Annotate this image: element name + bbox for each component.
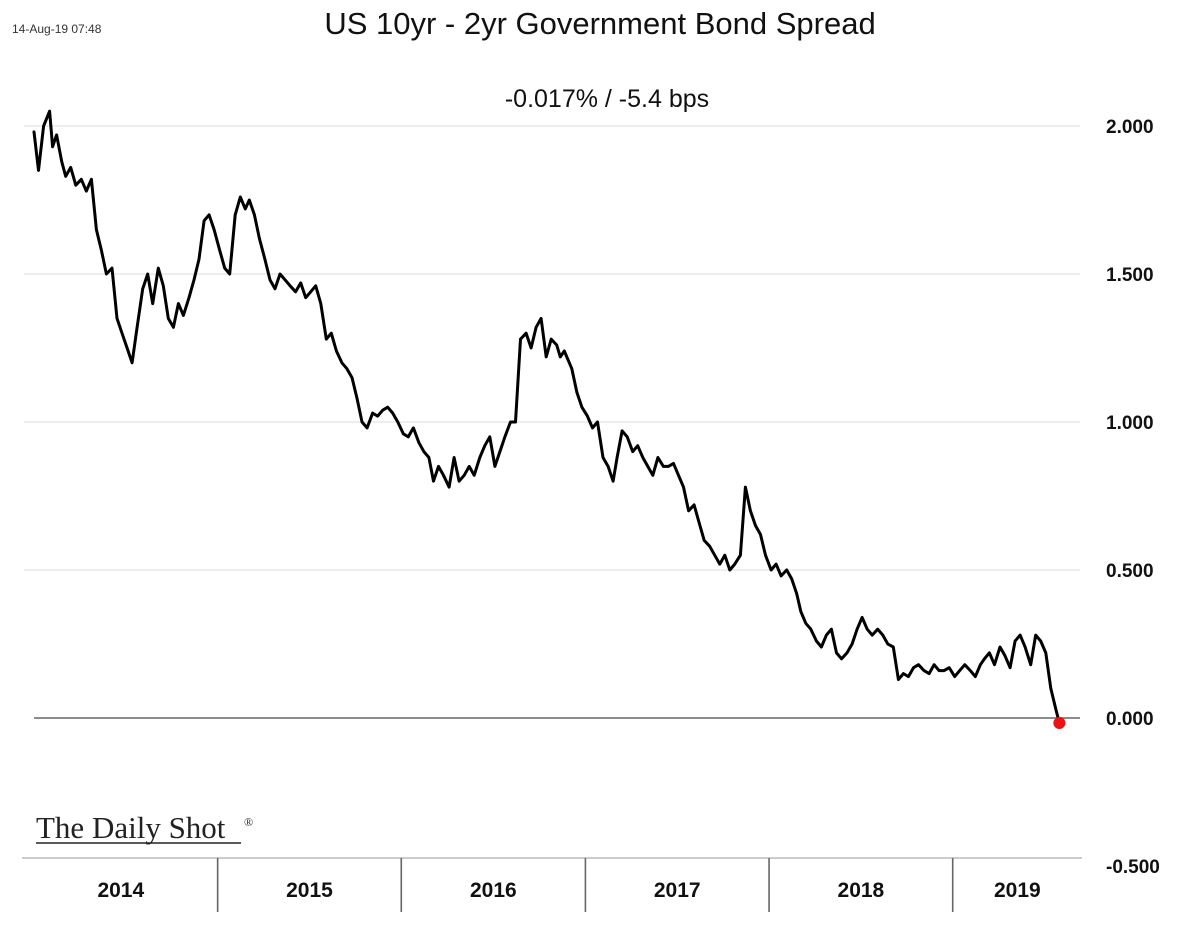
- y-tick-label: 0.000: [1106, 709, 1154, 730]
- y-tick-label: 2.000: [1106, 117, 1154, 138]
- y-tick-label: 1.000: [1106, 413, 1154, 434]
- last-value-marker: [1053, 717, 1066, 730]
- x-tick-label: 2017: [654, 879, 701, 902]
- x-tick-label: 2019: [994, 879, 1041, 902]
- timestamp: 14-Aug-19 07:48: [12, 22, 102, 36]
- y-tick-label: -0.500: [1106, 857, 1160, 878]
- chart-title: US 10yr - 2yr Government Bond Spread: [324, 6, 875, 41]
- x-axis: 2014 2015 2016 2017 2018 2019: [22, 857, 1082, 912]
- logo-text: The Daily Shot: [36, 810, 226, 845]
- y-tick-label: 0.500: [1106, 561, 1154, 582]
- y-axis-ticks: 2.000 1.500 1.000 0.500 0.000 -0.500: [1106, 117, 1160, 878]
- x-tick-label: 2015: [286, 879, 333, 902]
- gridlines: [24, 125, 1080, 571]
- series-layer: [32, 109, 1066, 730]
- chart-subtitle: -0.017% / -5.4 bps: [505, 85, 709, 113]
- x-tick-label: 2014: [97, 879, 144, 902]
- series-line: [32, 109, 1061, 725]
- y-tick-label: 1.500: [1106, 265, 1154, 286]
- x-tick-label: 2018: [838, 879, 885, 902]
- x-tick-label: 2016: [470, 879, 517, 902]
- logo-registered-mark: ®: [244, 815, 253, 829]
- the-daily-shot-logo: The Daily Shot ®: [36, 810, 253, 845]
